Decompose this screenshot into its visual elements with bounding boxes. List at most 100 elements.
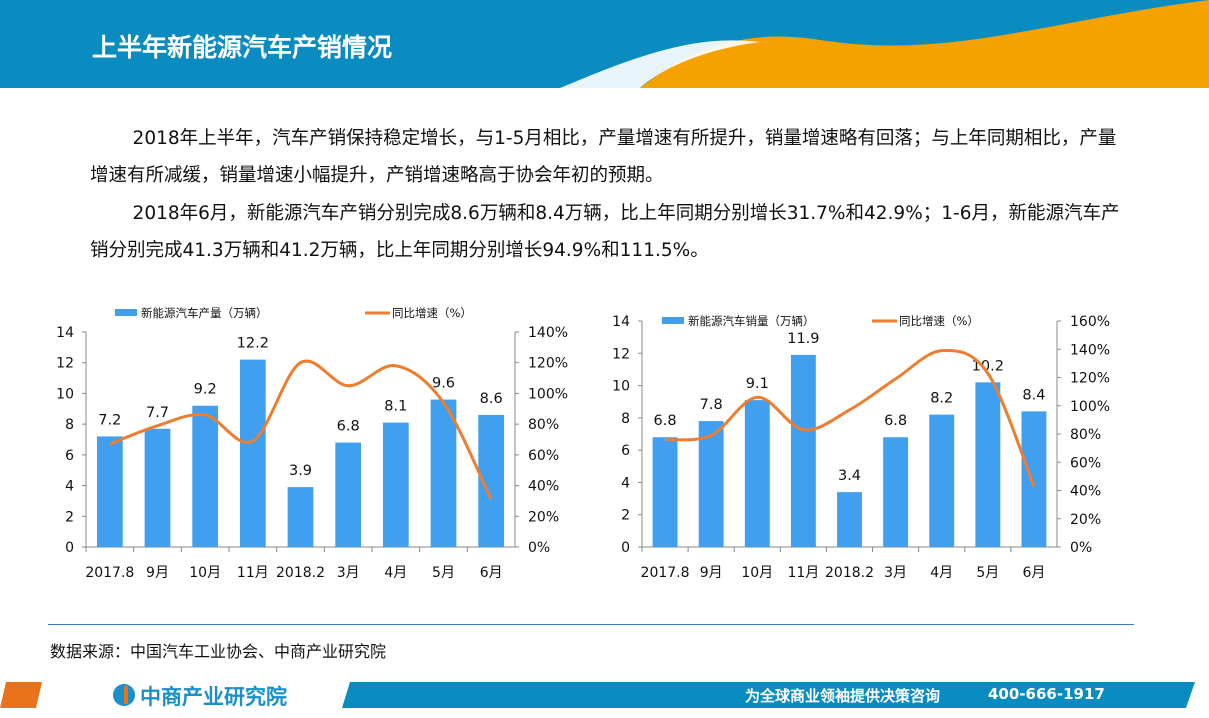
y2-tick-label: 60% [1070, 455, 1101, 471]
bar [790, 354, 816, 547]
x-tick-label: 10月 [189, 565, 221, 581]
y-tick-label: 10 [56, 386, 74, 402]
bar-data-label: 6.8 [337, 419, 360, 435]
y2-tick-label: 40% [528, 479, 559, 495]
growth-line [109, 359, 493, 501]
y-tick-label: 2 [621, 508, 630, 524]
bar-data-label: 7.8 [700, 397, 723, 413]
bar-data-label: 6.8 [884, 413, 907, 429]
divider [48, 624, 1134, 625]
y-tick-label: 0 [621, 540, 630, 556]
y2-tick-label: 120% [528, 356, 568, 372]
bar [1021, 411, 1047, 547]
bar [96, 436, 123, 547]
y2-tick-label: 20% [1070, 512, 1101, 528]
production-chart: 024681012140%20%40%60%80%100%120%140%201… [56, 306, 568, 581]
bar [929, 414, 955, 547]
legend-bar-label: 新能源汽车产量（万辆） [141, 306, 268, 320]
legend-line-label: 同比增速（%） [392, 306, 472, 320]
bar-data-label: 12.2 [237, 336, 269, 352]
y-tick-label: 12 [612, 346, 630, 362]
y-tick-label: 12 [56, 356, 74, 372]
bar [382, 422, 409, 547]
bar [883, 437, 909, 547]
paragraph-1: 2018年上半年，汽车产销保持稳定增长，与1-5月相比，产量增速有所提升，销量增… [90, 128, 1117, 186]
bar [335, 442, 362, 547]
bar-data-label: 3.9 [289, 463, 312, 479]
sales-chart: 024681012140%20%40%60%80%100%120%140%160… [612, 314, 1110, 581]
bar-data-label: 8.1 [384, 399, 407, 415]
footer-bar [0, 682, 1195, 708]
legend-line-label: 同比增速（%） [899, 314, 979, 328]
y2-tick-label: 100% [1070, 399, 1110, 415]
bar-data-label: 9.1 [746, 376, 769, 392]
bar [698, 421, 724, 547]
legend-bar-label: 新能源汽车销量（万辆） [688, 314, 815, 328]
legend-bar-swatch [115, 309, 137, 316]
x-tick-label: 5月 [432, 565, 455, 581]
y-tick-label: 6 [621, 443, 630, 459]
bar [144, 428, 171, 547]
bar-data-label: 3.4 [838, 468, 861, 484]
y2-tick-label: 80% [1070, 427, 1101, 443]
y2-tick-label: 120% [1070, 371, 1110, 387]
footer-slogan: 为全球商业领袖提供决策咨询 [745, 687, 941, 705]
x-tick-label: 2018.2 [825, 565, 874, 581]
bar [837, 492, 862, 547]
y-tick-label: 10 [612, 379, 630, 395]
x-tick-label: 2018.2 [276, 565, 325, 581]
header-banner [0, 0, 1209, 88]
bar [239, 359, 266, 547]
bar [430, 399, 457, 547]
y2-tick-label: 140% [528, 325, 568, 341]
footer-phone: 400-666-1917 [988, 685, 1105, 703]
bar-data-label: 11.9 [787, 331, 819, 347]
y2-tick-label: 80% [528, 417, 559, 433]
bar-data-label: 9.6 [432, 376, 455, 392]
y2-tick-label: 140% [1070, 342, 1110, 358]
paragraph-2: 2018年6月，新能源汽车产销分别完成8.6万辆和8.4万辆，比上年同期分别增长… [90, 203, 1120, 261]
x-tick-label: 11月 [787, 565, 819, 581]
x-tick-label: 4月 [930, 565, 953, 581]
legend-bar-swatch [662, 317, 684, 324]
y-tick-label: 4 [621, 475, 630, 491]
y2-tick-label: 100% [528, 386, 568, 402]
y2-tick-label: 160% [1070, 314, 1110, 330]
bar-data-label: 6.8 [654, 413, 677, 429]
bar-data-label: 8.6 [480, 391, 503, 407]
y2-tick-label: 60% [528, 448, 559, 464]
page-title: 上半年新能源汽车产销情况 [92, 33, 393, 62]
x-tick-label: 9月 [700, 565, 723, 581]
bar-data-label: 9.2 [194, 382, 217, 398]
x-tick-label: 6月 [480, 565, 503, 581]
bar-data-label: 8.4 [1022, 387, 1045, 403]
y2-tick-label: 40% [1070, 484, 1101, 500]
bar-data-label: 7.7 [146, 405, 169, 421]
x-tick-label: 3月 [884, 565, 907, 581]
bar [287, 487, 314, 547]
growth-line [664, 348, 1036, 487]
y-tick-label: 0 [65, 540, 74, 556]
bar [652, 437, 678, 547]
y-tick-label: 4 [65, 479, 74, 495]
x-tick-label: 4月 [384, 565, 407, 581]
x-tick-label: 9月 [146, 565, 169, 581]
y-tick-label: 14 [612, 314, 630, 330]
x-tick-label: 3月 [337, 565, 360, 581]
data-source: 数据来源：中国汽车工业协会、中商产业研究院 [50, 642, 387, 661]
footer-logo: 中商产业研究院 [140, 685, 287, 709]
y2-tick-label: 0% [528, 540, 550, 556]
x-tick-label: 6月 [1022, 565, 1045, 581]
bar [744, 400, 770, 547]
y-tick-label: 2 [65, 509, 74, 525]
y-tick-label: 14 [56, 325, 74, 341]
x-tick-label: 11月 [237, 565, 269, 581]
y-tick-label: 8 [621, 411, 630, 427]
bar [192, 405, 219, 547]
bar [975, 382, 1001, 547]
y2-tick-label: 20% [528, 509, 559, 525]
y2-tick-label: 0% [1070, 540, 1092, 556]
x-tick-label: 5月 [976, 565, 999, 581]
x-tick-label: 10月 [741, 565, 773, 581]
y-tick-label: 6 [65, 448, 74, 464]
